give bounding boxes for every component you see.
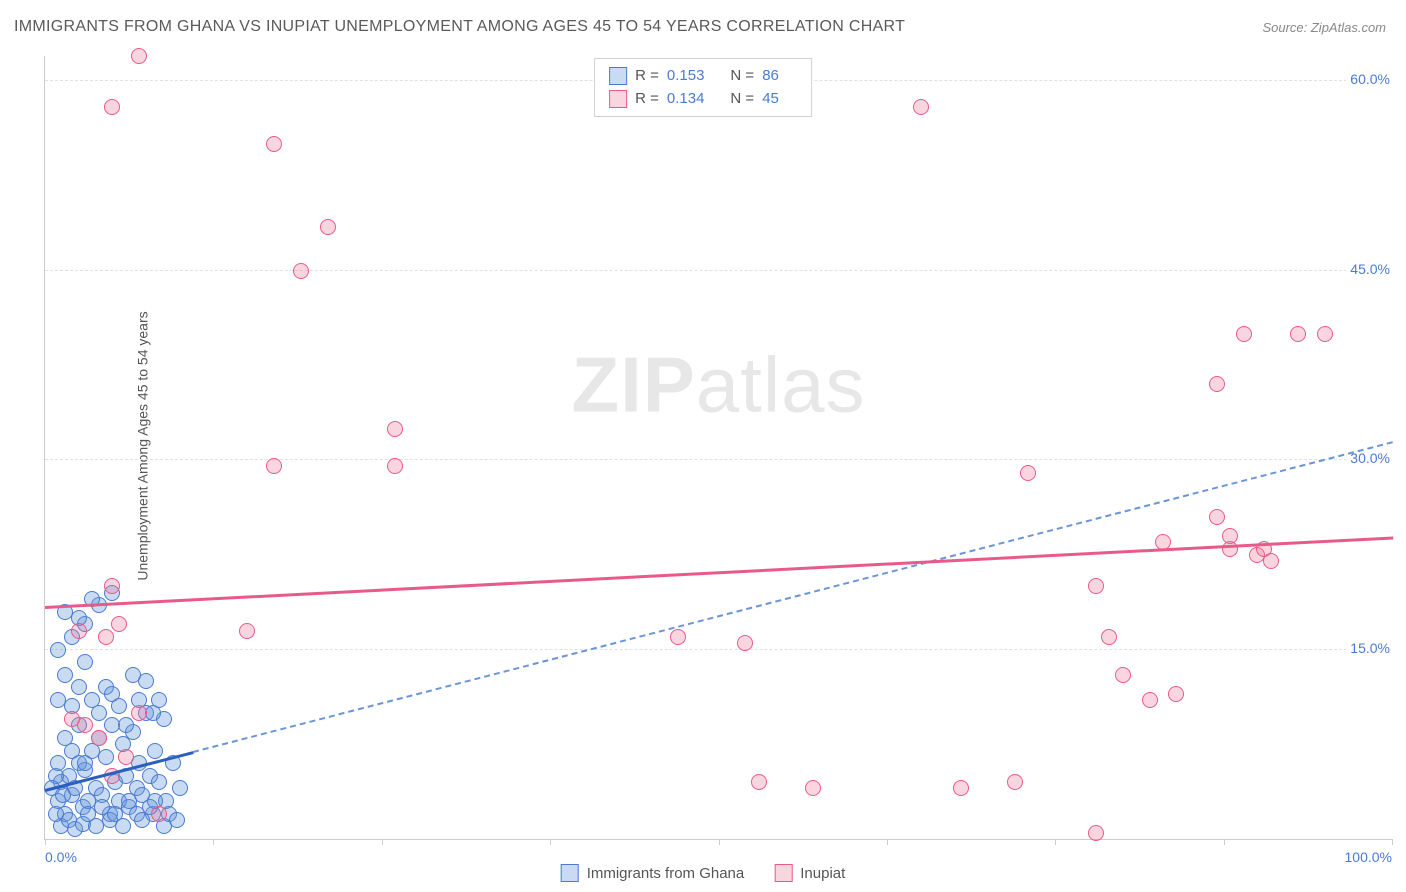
legend-item: Inupiat	[774, 864, 845, 882]
legend-label: Immigrants from Ghana	[587, 865, 745, 882]
x-tick	[719, 839, 720, 845]
data-point	[131, 48, 147, 64]
data-point	[151, 774, 167, 790]
data-point	[320, 219, 336, 235]
data-point	[147, 743, 163, 759]
x-tick	[213, 839, 214, 845]
x-tick	[1224, 839, 1225, 845]
data-point	[115, 818, 131, 834]
x-tick-label: 100.0%	[1345, 849, 1392, 865]
legend-item: Immigrants from Ghana	[561, 864, 745, 882]
data-point	[1263, 553, 1279, 569]
data-point	[71, 679, 87, 695]
gridline	[45, 459, 1392, 460]
watermark: ZIPatlas	[571, 339, 865, 430]
data-point	[266, 458, 282, 474]
data-point	[118, 749, 134, 765]
data-point	[1168, 686, 1184, 702]
data-point	[50, 755, 66, 771]
data-point	[57, 667, 73, 683]
data-point	[1088, 825, 1104, 841]
trend-line-extension	[193, 442, 1393, 754]
data-point	[387, 421, 403, 437]
data-point	[151, 806, 167, 822]
data-point	[1142, 692, 1158, 708]
data-point	[91, 730, 107, 746]
gridline	[45, 649, 1392, 650]
legend-stat-row: R =0.134N =45	[609, 88, 797, 111]
data-point	[55, 787, 71, 803]
data-point	[77, 654, 93, 670]
data-point	[239, 623, 255, 639]
x-tick	[1392, 839, 1393, 845]
data-point	[1209, 376, 1225, 392]
trend-line	[45, 537, 1393, 609]
x-tick	[550, 839, 551, 845]
legend-label: Inupiat	[800, 865, 845, 882]
data-point	[151, 692, 167, 708]
x-tick	[1055, 839, 1056, 845]
scatter-plot-area: ZIPatlas 15.0%30.0%45.0%60.0%0.0%100.0%	[44, 56, 1392, 840]
data-point	[805, 780, 821, 796]
data-point	[77, 717, 93, 733]
correlation-legend: R =0.153N =86R =0.134N =45	[594, 58, 812, 117]
data-point	[1236, 326, 1252, 342]
y-tick-label: 15.0%	[1346, 640, 1394, 656]
legend-swatch	[609, 67, 627, 85]
series-legend: Immigrants from Ghana Inupiat	[561, 864, 846, 882]
data-point	[104, 578, 120, 594]
data-point	[169, 812, 185, 828]
data-point	[118, 717, 134, 733]
source-attribution: Source: ZipAtlas.com	[1262, 20, 1386, 35]
data-point	[953, 780, 969, 796]
data-point	[64, 743, 80, 759]
x-tick	[382, 839, 383, 845]
gridline	[45, 270, 1392, 271]
legend-swatch	[609, 90, 627, 108]
data-point	[387, 458, 403, 474]
data-point	[737, 635, 753, 651]
data-point	[71, 623, 87, 639]
data-point	[1020, 465, 1036, 481]
data-point	[77, 755, 93, 771]
legend-swatch	[774, 864, 792, 882]
data-point	[91, 705, 107, 721]
data-point	[751, 774, 767, 790]
x-tick-label: 0.0%	[45, 849, 77, 865]
x-tick	[887, 839, 888, 845]
data-point	[1290, 326, 1306, 342]
data-point	[111, 698, 127, 714]
data-point	[111, 616, 127, 632]
data-point	[172, 780, 188, 796]
data-point	[1317, 326, 1333, 342]
data-point	[1222, 528, 1238, 544]
data-point	[138, 673, 154, 689]
data-point	[50, 642, 66, 658]
data-point	[98, 629, 114, 645]
data-point	[670, 629, 686, 645]
legend-stat-row: R =0.153N =86	[609, 65, 797, 88]
data-point	[1209, 509, 1225, 525]
y-tick-label: 45.0%	[1346, 261, 1394, 277]
data-point	[48, 806, 64, 822]
data-point	[266, 136, 282, 152]
data-point	[1101, 629, 1117, 645]
data-point	[1115, 667, 1131, 683]
data-point	[293, 263, 309, 279]
data-point	[1007, 774, 1023, 790]
data-point	[1088, 578, 1104, 594]
chart-title: IMMIGRANTS FROM GHANA VS INUPIAT UNEMPLO…	[14, 18, 905, 36]
data-point	[104, 99, 120, 115]
data-point	[131, 705, 147, 721]
x-tick	[45, 839, 46, 845]
legend-swatch	[561, 864, 579, 882]
y-tick-label: 60.0%	[1346, 71, 1394, 87]
data-point	[98, 749, 114, 765]
data-point	[913, 99, 929, 115]
